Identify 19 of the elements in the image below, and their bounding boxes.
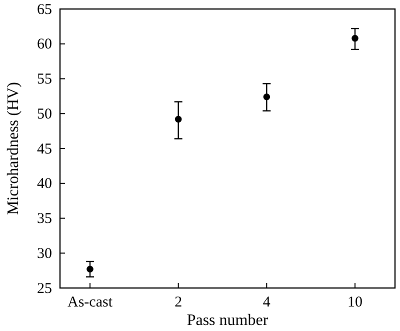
y-tick-label: 45 <box>37 141 52 158</box>
point <box>86 266 94 273</box>
y-tick-label: 40 <box>37 176 52 192</box>
y-tick-label: 30 <box>37 246 52 262</box>
point <box>174 116 182 123</box>
x-axis-title: Pass number <box>186 312 269 329</box>
y-tick-label: 65 <box>37 2 52 18</box>
y-tick-label: 60 <box>37 36 52 53</box>
x-tick-label: 2 <box>174 294 182 311</box>
point <box>263 94 270 100</box>
x-tick-label: 4 <box>262 294 271 311</box>
point <box>352 34 358 42</box>
y-tick-label: 55 <box>37 72 52 88</box>
y-tick-label: 50 <box>37 106 52 122</box>
x-tick-label: 10 <box>348 294 362 311</box>
y-tick-label: 35 <box>37 211 52 228</box>
y-axis-title: Microhardness (HV) <box>5 82 22 215</box>
x-tick-label: As-cast <box>68 294 114 311</box>
y-tick-label: 25 <box>37 280 52 297</box>
